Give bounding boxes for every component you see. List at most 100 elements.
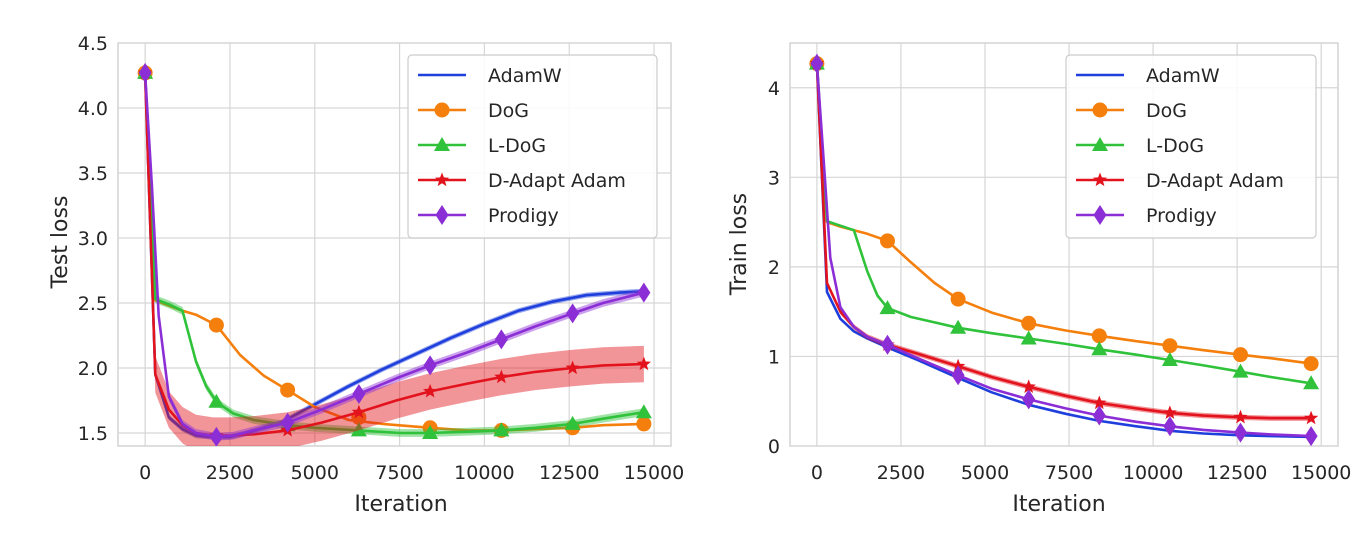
y-axis-title: Train loss [727, 193, 752, 296]
y-tick-label: 4.0 [78, 98, 108, 120]
x-tick-label: 5000 [291, 462, 339, 484]
legend-label-d-adapt-adam: D-Adapt Adam [488, 170, 626, 192]
y-tick-label: 1 [768, 346, 780, 368]
l-dog-marker [208, 393, 225, 408]
legend-marker-l-dog [434, 137, 450, 151]
y-tick-label: 2.0 [78, 358, 108, 380]
x-axis-title: Iteration [1012, 492, 1105, 517]
legend-label-prodigy: Prodigy [1146, 205, 1217, 227]
prodigy-marker [880, 334, 894, 355]
d-adapt-adam-marker [1092, 395, 1107, 410]
l-dog-marker [1303, 375, 1320, 390]
l-dog-marker [950, 319, 967, 334]
prodigy-marker [951, 365, 965, 386]
y-tick-label: 4 [768, 78, 780, 100]
dog-marker [1091, 328, 1107, 344]
legend-label-d-adapt-adam: D-Adapt Adam [1146, 170, 1284, 192]
adamw-line [143, 71, 646, 439]
dog-marker [1021, 315, 1037, 331]
prodigy-marker [1163, 416, 1177, 437]
train-loss-chart: Iteration Train loss 0 2500 5000 7500 10000 1… [727, 42, 1351, 517]
x-tick-label: 0 [811, 462, 823, 484]
y-tick-label: 2.5 [78, 293, 108, 315]
prodigy-marker [352, 384, 366, 404]
d-adapt-adam-marker [1233, 409, 1248, 424]
y-tick-label: 3.5 [78, 163, 108, 185]
legend-label-dog: DoG [488, 100, 529, 122]
l-dog-line [815, 62, 1313, 385]
d-adapt-adam-marker [351, 404, 366, 419]
legend-label-l-dog: L-DoG [1146, 135, 1204, 157]
d-adapt-adam-marker [1162, 405, 1177, 419]
legend-label-prodigy: Prodigy [488, 205, 559, 227]
prodigy-marker [637, 282, 651, 303]
x-tick-label: 0 [139, 462, 151, 484]
legend-marker-d-adapt-adam [434, 172, 450, 187]
y-tick-label: 0 [768, 436, 780, 458]
test-loss-chart: Iteration Test loss 0 2500 5000 7500 10000 12… [48, 33, 684, 517]
legend-marker-prodigy [1093, 205, 1107, 225]
prodigy-marker [566, 303, 580, 324]
prodigy-marker [138, 62, 152, 83]
prodigy-marker [423, 355, 437, 376]
prodigy-marker [810, 53, 824, 74]
legend-marker-d-adapt-adam [1092, 172, 1108, 187]
x-tick-label: 10000 [454, 462, 514, 484]
x-tick-label: 2500 [877, 462, 925, 484]
series-layer [808, 53, 1320, 446]
y-axis-title: Test loss [48, 196, 73, 290]
l-dog-marker [1091, 341, 1108, 356]
x-tick-label: 7500 [375, 462, 423, 484]
prodigy-marker [1022, 389, 1036, 410]
l-dog-marker [564, 415, 581, 430]
x-axis-title: Iteration [354, 492, 447, 517]
prodigy-line [815, 62, 1313, 438]
prodigy-marker [281, 412, 295, 433]
x-tick-label: 10000 [1123, 462, 1183, 484]
l-dog-marker [350, 422, 367, 437]
x-tick-label: 15000 [624, 462, 684, 484]
dog-marker [280, 382, 296, 398]
dog-marker [1162, 338, 1178, 354]
d-adapt-adam-marker [423, 383, 438, 398]
y-tick-label: 3 [768, 167, 780, 189]
x-tick-label: 7500 [1045, 462, 1093, 484]
dog-marker [636, 416, 652, 432]
dog-marker [1303, 356, 1319, 372]
x-tick-label: 12500 [539, 462, 599, 484]
y-tick-label: 3.0 [78, 228, 108, 250]
y-tick-label: 2 [768, 257, 780, 279]
legend-label-adamw: AdamW [488, 65, 562, 87]
d-adapt-adam-marker [565, 360, 580, 375]
prodigy-marker [1304, 426, 1318, 446]
legend-box [407, 54, 658, 239]
legend-box [1065, 54, 1317, 239]
prodigy-line [143, 71, 646, 439]
d-adapt-adam-marker [1304, 410, 1319, 425]
legend-marker-dog [434, 102, 450, 118]
legend-label-adamw: AdamW [1146, 65, 1220, 87]
x-tick-label: 2500 [206, 462, 254, 484]
prodigy-marker [1092, 405, 1106, 426]
legend-marker-l-dog [1092, 137, 1108, 151]
l-dog-marker [879, 300, 896, 315]
legend-marker-dog [1092, 102, 1108, 118]
dog-marker [950, 291, 966, 307]
y-tick-label: 1.5 [78, 423, 108, 445]
y-tick-label: 4.5 [78, 33, 108, 55]
x-tick-label: 5000 [961, 462, 1009, 484]
series-layer [137, 62, 652, 446]
d-adapt-adam-marker [636, 356, 651, 371]
x-tick-label: 15000 [1291, 462, 1351, 484]
dog-marker [879, 233, 895, 249]
l-dog-marker [1232, 363, 1249, 378]
x-tick-label: 12500 [1207, 462, 1267, 484]
l-dog-marker [1161, 352, 1178, 367]
l-dog-marker [635, 404, 652, 419]
legend-label-l-dog: L-DoG [488, 135, 546, 157]
dog-marker [1233, 347, 1249, 363]
d-adapt-adam-marker [1021, 379, 1036, 393]
adamw-band [145, 72, 644, 440]
prodigy-marker [209, 426, 223, 446]
